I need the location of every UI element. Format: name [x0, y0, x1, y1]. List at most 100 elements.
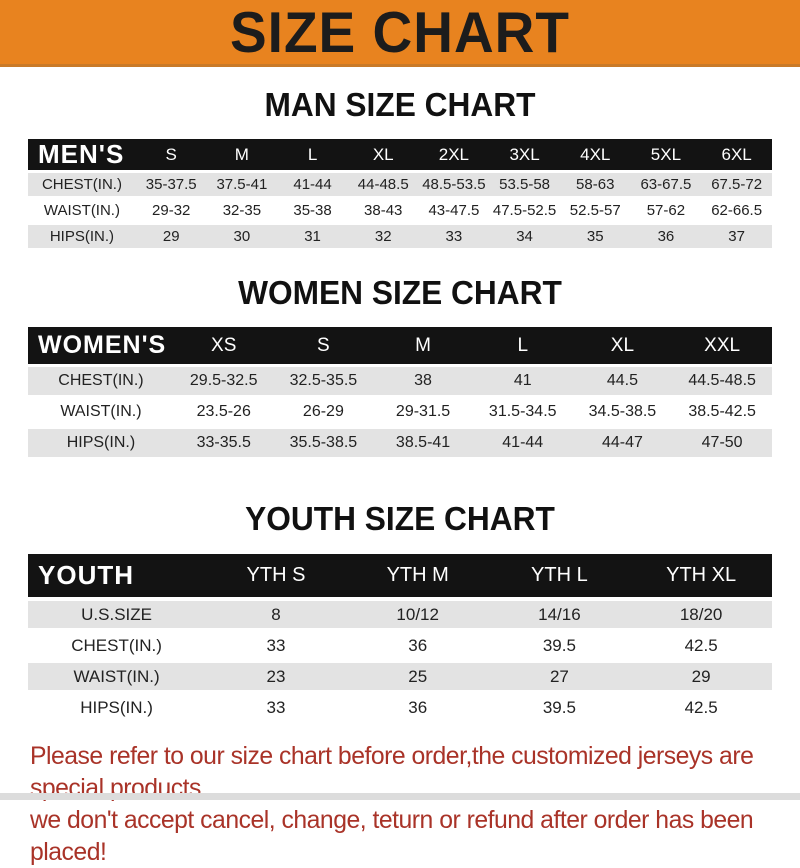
column-header: 3XL: [489, 139, 560, 170]
cell: 39.5: [488, 632, 631, 659]
cell: 29-31.5: [373, 398, 473, 426]
cell: 27: [488, 663, 631, 690]
cell: 29-32: [135, 199, 207, 222]
cell: 41-44: [277, 173, 348, 196]
men-size-table: MEN'S S M L XL 2XL 3XL 4XL 5XL 6XL CHEST(IN.) 35-37…: [28, 136, 772, 251]
table-row: WAIST(IN.) 23 25 27 29: [28, 663, 772, 690]
cell: 44.5-48.5: [672, 367, 772, 395]
cell: 35.5-38.5: [273, 429, 374, 457]
cell: 44-48.5: [347, 173, 419, 196]
cell: 32.5-35.5: [273, 367, 374, 395]
column-header: 4XL: [559, 139, 631, 170]
cell: 29.5-32.5: [173, 367, 274, 395]
cell: 47.5-52.5: [489, 199, 560, 222]
cell: 62-66.5: [701, 199, 772, 222]
cell: 33: [418, 225, 490, 248]
cell: 23: [205, 663, 347, 690]
table-row: HIPS(IN.) 29 30 31 32 33 34 35 36 37: [28, 225, 772, 248]
column-header: XL: [347, 139, 419, 170]
cell: 33: [205, 632, 347, 659]
cell: 31: [277, 225, 348, 248]
section-title-women: WOMEN SIZE CHART: [238, 274, 562, 311]
cell: 37: [701, 225, 772, 248]
column-header: 6XL: [701, 139, 772, 170]
cell: 30: [206, 225, 278, 248]
table-row: CHEST(IN.) 29.5-32.5 32.5-35.5 38 41 44.5 44.5…: [28, 367, 772, 395]
row-label: CHEST(IN.): [28, 173, 136, 196]
row-label: WAIST(IN.): [28, 398, 174, 426]
cell: 37.5-41: [206, 173, 278, 196]
cell: 10/12: [346, 601, 489, 628]
banner: SIZE CHART: [0, 0, 800, 67]
table-row: WAIST(IN.) 23.5-26 26-29 29-31.5 31.5-34.5 34…: [28, 398, 772, 426]
column-header: S: [135, 139, 207, 170]
table-row: U.S.SIZE 8 10/12 14/16 18/20: [28, 601, 772, 628]
column-header: M: [206, 139, 278, 170]
table-row: CHEST(IN.) 33 36 39.5 42.5: [28, 632, 772, 659]
cell: 23.5-26: [173, 398, 274, 426]
row-label: HIPS(IN.): [28, 694, 206, 721]
cell: 44.5: [572, 367, 673, 395]
cell: 67.5-72: [701, 173, 772, 196]
column-header: XXL: [672, 327, 772, 364]
row-label: HIPS(IN.): [28, 429, 174, 457]
table-corner-label: YOUTH: [28, 554, 206, 597]
column-header: XL: [572, 327, 673, 364]
cell: 14/16: [488, 601, 631, 628]
footer-disclaimer: Please refer to our size chart before or…: [30, 740, 765, 868]
cell: 35-37.5: [135, 173, 207, 196]
column-header: L: [277, 139, 348, 170]
row-label: CHEST(IN.): [28, 367, 174, 395]
table-header-row: YOUTH YTH S YTH M YTH L YTH XL: [28, 554, 772, 597]
youth-size-table: YOUTH YTH S YTH M YTH L YTH XL U.S.SIZE 8 10/12…: [28, 550, 772, 725]
cell: 36: [630, 225, 702, 248]
section-women: WOMEN SIZE CHART WOMEN'S XS S M L XL XXL CHEST(…: [0, 274, 800, 460]
table-corner-label: WOMEN'S: [28, 327, 174, 364]
cell: 33: [205, 694, 347, 721]
cell: 38-43: [347, 199, 419, 222]
cell: 44-47: [572, 429, 673, 457]
column-header: YTH XL: [630, 554, 772, 597]
column-header: YTH L: [488, 554, 631, 597]
section-men: MAN SIZE CHART MEN'S S M L XL 2XL 3XL 4XL 5XL 6XL…: [0, 86, 800, 251]
table-row: HIPS(IN.) 33-35.5 35.5-38.5 38.5-41 41-44 44-…: [28, 429, 772, 457]
page-title: SIZE CHART: [230, 0, 570, 65]
row-label: WAIST(IN.): [28, 199, 136, 222]
cell: 34: [489, 225, 560, 248]
cell: 38.5-42.5: [672, 398, 772, 426]
row-label: U.S.SIZE: [28, 601, 206, 628]
section-youth: YOUTH SIZE CHART YOUTH YTH S YTH M YTH L YTH…: [0, 500, 800, 725]
footer-line-2: we don't accept cancel, change, teturn o…: [30, 806, 754, 866]
section-title-men: MAN SIZE CHART: [264, 86, 536, 123]
bottom-strip: [0, 793, 800, 800]
cell: 63-67.5: [630, 173, 702, 196]
cell: 32: [347, 225, 419, 248]
cell: 39.5: [488, 694, 631, 721]
row-label: CHEST(IN.): [28, 632, 206, 659]
cell: 35-38: [277, 199, 348, 222]
cell: 53.5-58: [489, 173, 560, 196]
cell: 57-62: [630, 199, 702, 222]
cell: 29: [135, 225, 207, 248]
table-row: HIPS(IN.) 33 36 39.5 42.5: [28, 694, 772, 721]
table-corner-label: MEN'S: [28, 139, 136, 170]
cell: 41-44: [472, 429, 573, 457]
table-header-row: WOMEN'S XS S M L XL XXL: [28, 327, 772, 364]
table-row: WAIST(IN.) 29-32 32-35 35-38 38-43 43-47.5 47.…: [28, 199, 772, 222]
column-header: YTH S: [205, 554, 347, 597]
column-header: M: [373, 327, 473, 364]
cell: 38: [373, 367, 473, 395]
cell: 32-35: [206, 199, 278, 222]
table-header-row: MEN'S S M L XL 2XL 3XL 4XL 5XL 6XL: [28, 139, 772, 170]
cell: 52.5-57: [559, 199, 631, 222]
cell: 42.5: [630, 694, 772, 721]
cell: 42.5: [630, 632, 772, 659]
column-header: 5XL: [630, 139, 702, 170]
cell: 18/20: [630, 601, 772, 628]
cell: 29: [630, 663, 772, 690]
cell: 33-35.5: [173, 429, 274, 457]
column-header: S: [273, 327, 374, 364]
footer-line-1: Please refer to our size chart before or…: [30, 742, 754, 802]
row-label: WAIST(IN.): [28, 663, 206, 690]
section-title-youth: YOUTH SIZE CHART: [245, 500, 555, 537]
